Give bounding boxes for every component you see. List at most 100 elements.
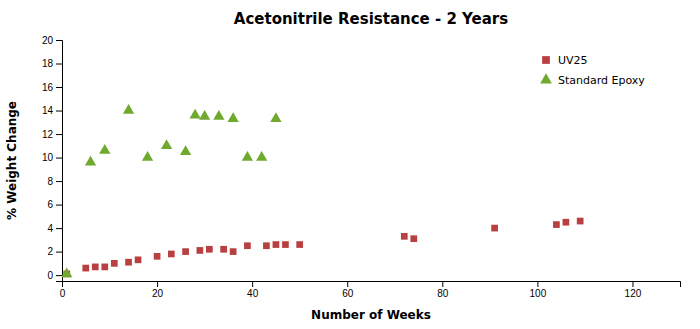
point (220, 246, 227, 253)
axis-line (63, 282, 681, 288)
point (99, 144, 110, 154)
point (563, 219, 570, 226)
tick: 120 (625, 281, 642, 299)
point (62, 267, 72, 277)
tick-mark (56, 181, 62, 182)
tick-label: 40 (247, 288, 259, 299)
point (230, 248, 237, 255)
point (296, 241, 303, 248)
tick: 14 (42, 105, 62, 116)
tick-mark (56, 111, 62, 112)
tick: 20 (42, 35, 62, 46)
tick-mark (56, 40, 62, 41)
axis-line (56, 41, 63, 282)
tick-label: 20 (152, 288, 164, 299)
tick-label: 8 (47, 176, 53, 187)
point (244, 242, 251, 249)
tick-mark (56, 158, 62, 159)
tick-mark (537, 281, 538, 287)
tick-label: 14 (42, 105, 54, 116)
title: Acetonitrile Resistance - 2 Years (234, 10, 508, 28)
point (85, 156, 96, 166)
tick-label: 120 (625, 288, 642, 299)
point (256, 151, 267, 161)
point (154, 253, 161, 260)
tick-label: 20 (42, 35, 54, 46)
point (263, 242, 270, 249)
tick: 80 (437, 281, 449, 299)
tick-label: 10 (42, 152, 54, 163)
point (135, 256, 142, 263)
point (189, 109, 200, 119)
series (63, 218, 583, 278)
legend-item: Standard Epoxy (540, 73, 645, 87)
point (182, 248, 189, 255)
tick-label: 0 (47, 270, 53, 281)
legend-label: Standard Epoxy (558, 74, 645, 87)
point (228, 112, 239, 122)
tick-label: 12 (42, 129, 54, 140)
legend-item: UV25 (542, 54, 587, 67)
legend-symbol (542, 56, 550, 64)
tick-label: 4 (47, 223, 53, 234)
tick: 2 (47, 246, 62, 257)
point (410, 235, 417, 242)
tick-label: 6 (47, 199, 53, 210)
tick: 0 (47, 270, 62, 281)
point (197, 247, 204, 254)
legend-symbol (540, 73, 552, 83)
tick-label: 0 (60, 288, 66, 299)
point (213, 110, 224, 120)
point (206, 246, 213, 253)
tick-label: 18 (42, 58, 54, 69)
tick-mark (56, 134, 62, 135)
legend: UV25 Standard Epoxy (540, 54, 645, 87)
point (199, 110, 210, 120)
point (92, 264, 99, 271)
tick-label: 2 (47, 246, 53, 257)
x-axis-title: Number of Weeks (311, 308, 431, 322)
tick-mark (56, 64, 62, 65)
point (142, 151, 153, 161)
point (101, 264, 108, 271)
tick-label: 16 (42, 82, 54, 93)
point (168, 251, 175, 258)
x-axis: 020406080100120 (60, 281, 681, 299)
tick-mark (56, 205, 62, 206)
tick-mark (56, 87, 62, 88)
tick: 4 (47, 223, 62, 234)
tick: 10 (42, 152, 62, 163)
point (491, 225, 498, 232)
point (111, 260, 118, 267)
point (180, 145, 191, 155)
tick: 18 (42, 58, 62, 69)
legend-label: UV25 (558, 54, 588, 67)
point (125, 259, 132, 266)
tick: 0 (60, 281, 66, 299)
tick: 20 (152, 281, 164, 299)
series (62, 104, 282, 277)
y-axis: 0 2 4 6 8 10 12 14 16 18 20 (42, 35, 63, 282)
tick: 40 (247, 281, 259, 299)
tick-mark (347, 281, 348, 287)
point (273, 241, 280, 248)
tick: 6 (47, 199, 62, 210)
point (242, 151, 253, 161)
point (161, 139, 172, 149)
y-axis-title: % Weight Change (5, 101, 19, 220)
tick-label: 80 (437, 288, 449, 299)
tick: 100 (530, 281, 547, 299)
tick-label: 100 (530, 288, 547, 299)
tick-mark (56, 252, 62, 253)
tick-mark (252, 281, 253, 287)
tick-mark (157, 281, 158, 287)
tick-mark (632, 281, 633, 287)
point (282, 241, 289, 248)
point (270, 112, 281, 122)
tick: 16 (42, 82, 62, 93)
point (401, 233, 408, 240)
chart: 02040608010012002468101214161820UV25Stan… (0, 0, 700, 329)
plot: 02040608010012002468101214161820UV25Stan… (42, 35, 681, 299)
tick-mark (56, 228, 62, 229)
tick: 12 (42, 129, 62, 140)
